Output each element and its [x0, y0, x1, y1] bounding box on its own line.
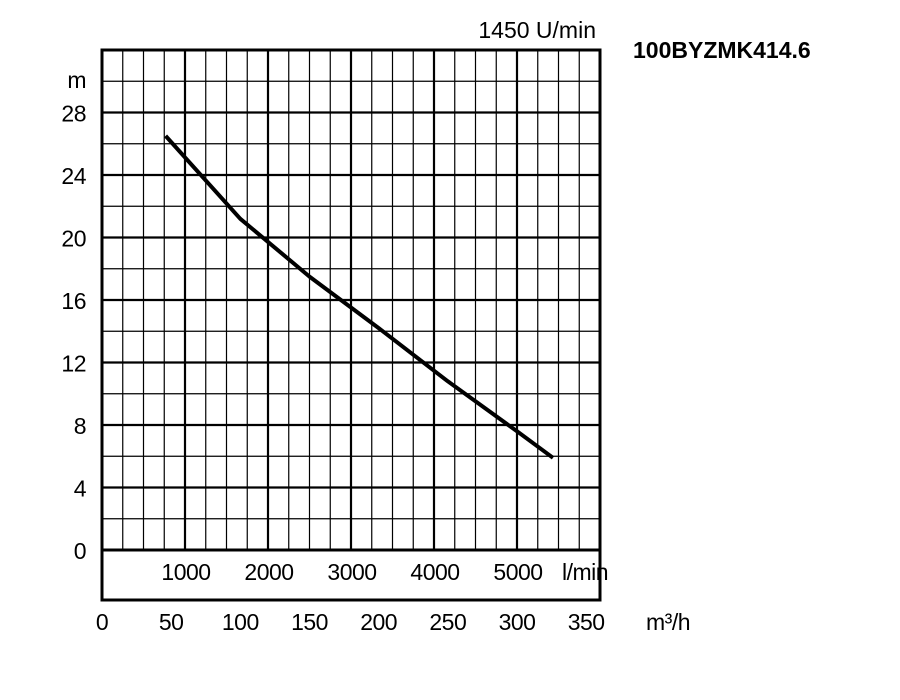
- x-m3h-tick-label: 350: [568, 609, 605, 635]
- lower-axis-box: [100, 548, 602, 602]
- x-m3h-tick-label: 50: [159, 609, 184, 635]
- x-m3h-tick-label: 300: [499, 609, 536, 635]
- y-tick-label: 8: [74, 413, 86, 439]
- x-lmin-tick-label: 5000: [493, 559, 542, 585]
- y-tick-label: 28: [61, 101, 86, 127]
- y-tick-label: 12: [61, 351, 86, 377]
- x-lmin-tick-label: 2000: [244, 559, 293, 585]
- x-m3h-tick-label: 150: [291, 609, 328, 635]
- series-layer: [164, 134, 555, 460]
- y-tick-label: 20: [61, 226, 86, 252]
- chart-title: 100BYZMK414.6: [633, 37, 811, 63]
- x-m3h-tick-label: 0: [96, 609, 108, 635]
- x-lmin-tick-label: 1000: [161, 559, 210, 585]
- y-tick-label: 16: [61, 288, 86, 314]
- x-lmin-unit-label: l/min: [562, 559, 608, 585]
- x-lmin-tick-label: 4000: [410, 559, 459, 585]
- y-tick-label: 0: [74, 538, 86, 564]
- label-layer: 0 4 8 12 16 20 24 28 1000 2000 3000 4000 5000 0 50 100 1…: [61, 101, 605, 636]
- y-tick-label: 24: [61, 163, 86, 189]
- x-m3h-unit-label: m³/h: [646, 609, 690, 635]
- grid: [102, 50, 600, 550]
- y-axis-label: m: [67, 67, 86, 93]
- x-m3h-tick-label: 250: [429, 609, 466, 635]
- x-m3h-tick-label: 100: [222, 609, 259, 635]
- performance-curve-line: [164, 134, 555, 460]
- y-tick-label: 4: [74, 476, 87, 502]
- x-lmin-tick-label: 3000: [327, 559, 376, 585]
- speed-label: 1450 U/min: [478, 17, 596, 43]
- x-m3h-tick-label: 200: [360, 609, 397, 635]
